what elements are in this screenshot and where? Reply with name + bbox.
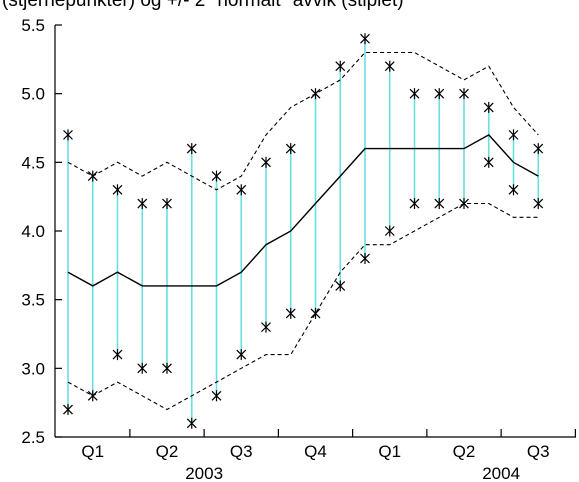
star-point-high bbox=[459, 88, 469, 100]
y-tick-label: 3.5 bbox=[21, 291, 45, 310]
star-point-high bbox=[162, 198, 172, 210]
y-tick-label: 5.5 bbox=[21, 16, 45, 35]
star-point-low bbox=[360, 252, 370, 264]
star-point-low bbox=[459, 198, 469, 210]
star-point-low bbox=[211, 390, 222, 402]
star-point-low bbox=[508, 184, 519, 196]
star-point-high bbox=[63, 129, 73, 141]
quarter-label: Q3 bbox=[527, 442, 550, 461]
star-point-high bbox=[533, 143, 544, 155]
band-lines bbox=[67, 51, 539, 411]
star-point-high bbox=[360, 33, 370, 45]
star-point-high bbox=[211, 170, 222, 182]
star-point-high bbox=[384, 60, 395, 72]
y-tick-label: 2.5 bbox=[21, 428, 45, 447]
quarter-label: Q4 bbox=[304, 442, 327, 461]
star-point-high bbox=[310, 88, 321, 100]
star-point-low bbox=[409, 198, 420, 210]
star-point-high bbox=[261, 156, 271, 168]
star-point-high bbox=[112, 184, 123, 196]
star-point-low bbox=[63, 404, 73, 416]
star-point-low bbox=[310, 307, 321, 319]
upper-band-line bbox=[67, 51, 539, 191]
star-point-low bbox=[434, 198, 445, 210]
star-point-low bbox=[384, 225, 395, 237]
quarter-label: Q1 bbox=[81, 442, 104, 461]
star-point-high bbox=[483, 101, 494, 113]
star-point-high bbox=[508, 129, 519, 141]
star-point-high bbox=[236, 184, 247, 196]
y-tick-label: 3.0 bbox=[21, 359, 45, 378]
star-point-high bbox=[335, 60, 346, 72]
y-tick-label: 4.5 bbox=[21, 153, 45, 172]
star-point-low bbox=[335, 280, 346, 292]
year-label: 2004 bbox=[482, 464, 520, 482]
star-point-low bbox=[112, 349, 123, 361]
star-point-low bbox=[236, 349, 247, 361]
star-point-low bbox=[186, 417, 197, 429]
star-point-low bbox=[137, 362, 148, 374]
y-ticks: 2.5 3.0 3.5 4.0 4.5 5.0 5.5 bbox=[21, 16, 62, 447]
star-point-high bbox=[285, 143, 296, 155]
y-tick-label: 4.0 bbox=[21, 222, 45, 241]
quarter-label: Q3 bbox=[230, 442, 253, 461]
range-lines bbox=[67, 38, 540, 424]
quarter-label: Q1 bbox=[378, 442, 401, 461]
star-point-low bbox=[261, 321, 271, 333]
quarter-label: Q2 bbox=[156, 442, 179, 461]
star-point-high bbox=[186, 143, 197, 155]
lower-band-line bbox=[67, 202, 539, 411]
star-point-low bbox=[87, 390, 98, 402]
star-point-high bbox=[87, 170, 98, 182]
star-point-high bbox=[434, 88, 445, 100]
star-point-high bbox=[409, 88, 420, 100]
x-ticks: Q1 Q2 Q3 Q4 Q1 Q2 Q3 2003 2004 bbox=[81, 429, 576, 482]
y-tick-label: 5.0 bbox=[21, 85, 45, 104]
star-point-low bbox=[533, 198, 544, 210]
center-line-group bbox=[67, 134, 539, 287]
quarter-label: Q2 bbox=[453, 442, 476, 461]
year-label: 2003 bbox=[185, 464, 223, 482]
star-point-low bbox=[483, 156, 494, 168]
star-markers bbox=[63, 33, 544, 429]
chart-caption: (stjernepunkter) og +/- 2 "normalt" avvi… bbox=[2, 0, 404, 11]
star-point-high bbox=[137, 198, 148, 210]
star-point-low bbox=[162, 362, 172, 374]
center-line bbox=[67, 134, 539, 287]
star-point-low bbox=[285, 307, 296, 319]
